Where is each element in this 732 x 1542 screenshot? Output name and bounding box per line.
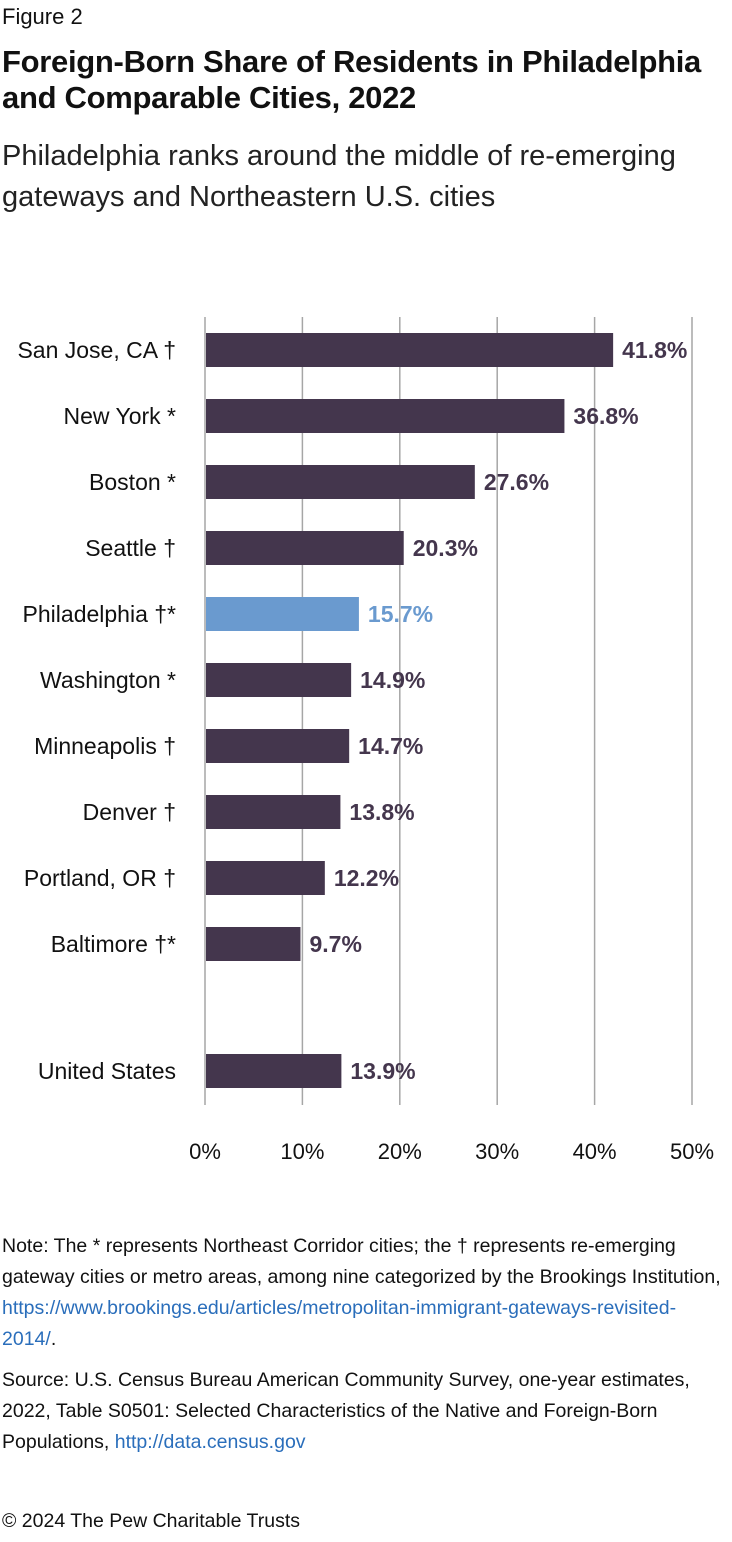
x-tick-label: 30%: [475, 1139, 519, 1164]
bar: [206, 333, 614, 367]
value-label: 13.8%: [349, 799, 414, 825]
bar: [206, 795, 341, 829]
category-label: Baltimore †*: [51, 931, 176, 957]
value-label: 13.9%: [350, 1058, 415, 1084]
category-label: Denver †: [83, 799, 176, 825]
value-label: 27.6%: [484, 469, 549, 495]
value-label: 41.8%: [622, 337, 687, 363]
value-labels: 41.8% 36.8% 27.6% 20.3% 15.7% 14.9% 14.7% 13.8%…: [309, 337, 687, 1084]
value-label: 15.7%: [368, 601, 433, 627]
bar: [206, 861, 325, 895]
category-label: New York *: [63, 403, 176, 429]
bar: [206, 927, 301, 961]
category-label: Philadelphia †*: [23, 601, 177, 627]
category-label: United States: [38, 1058, 176, 1084]
x-axis-ticks: 0% 10% 20% 30% 40% 50%: [189, 1139, 714, 1164]
x-tick-label: 10%: [280, 1139, 324, 1164]
category-label: Portland, OR †: [24, 865, 176, 891]
note-paragraph: Note: The * represents Northeast Corrido…: [2, 1231, 727, 1355]
category-label: Seattle †: [85, 535, 176, 561]
bar: [206, 399, 565, 433]
value-label: 36.8%: [573, 403, 638, 429]
x-tick-label: 50%: [670, 1139, 714, 1164]
category-label: Washington *: [40, 667, 176, 693]
category-label: San Jose, CA †: [17, 337, 176, 363]
source-paragraph: Source: U.S. Census Bureau American Comm…: [2, 1365, 727, 1458]
chart-subtitle: Philadelphia ranks around the middle of …: [2, 140, 676, 213]
copyright: © 2024 The Pew Charitable Trusts: [2, 1510, 300, 1532]
x-tick-label: 20%: [378, 1139, 422, 1164]
category-labels: San Jose, CA † New York * Boston * Seattle …: [17, 337, 176, 1084]
bar: [206, 597, 359, 631]
notes-section: Note: The * represents Northeast Corrido…: [2, 1231, 727, 1468]
figure-label: Figure 2: [2, 4, 83, 29]
bar: [206, 465, 475, 499]
brookings-link[interactable]: https://www.brookings.edu/articles/metro…: [2, 1297, 677, 1350]
bar: [206, 1054, 342, 1088]
bars: [206, 333, 614, 1088]
value-label: 9.7%: [309, 931, 361, 957]
value-label: 12.2%: [334, 865, 399, 891]
x-tick-label: 0%: [189, 1139, 221, 1164]
note-text: Note: The * represents Northeast Corrido…: [2, 1235, 721, 1288]
note-end: .: [50, 1328, 57, 1350]
value-label: 14.7%: [358, 733, 423, 759]
bar: [206, 729, 350, 763]
value-label: 14.9%: [360, 667, 425, 693]
category-label: Boston *: [89, 469, 176, 495]
census-link[interactable]: http://data.census.gov: [114, 1431, 306, 1453]
source-text: Source: U.S. Census Bureau American Comm…: [2, 1369, 690, 1453]
gridlines: [204, 317, 693, 1105]
chart-title: Foreign-Born Share of Residents in Phila…: [2, 44, 701, 115]
bar: [206, 531, 404, 565]
bar: [206, 663, 352, 697]
x-tick-label: 40%: [573, 1139, 617, 1164]
value-label: 20.3%: [413, 535, 478, 561]
category-label: Minneapolis †: [34, 733, 176, 759]
bar-chart: San Jose, CA † New York * Boston * Seattle …: [17, 317, 714, 1164]
